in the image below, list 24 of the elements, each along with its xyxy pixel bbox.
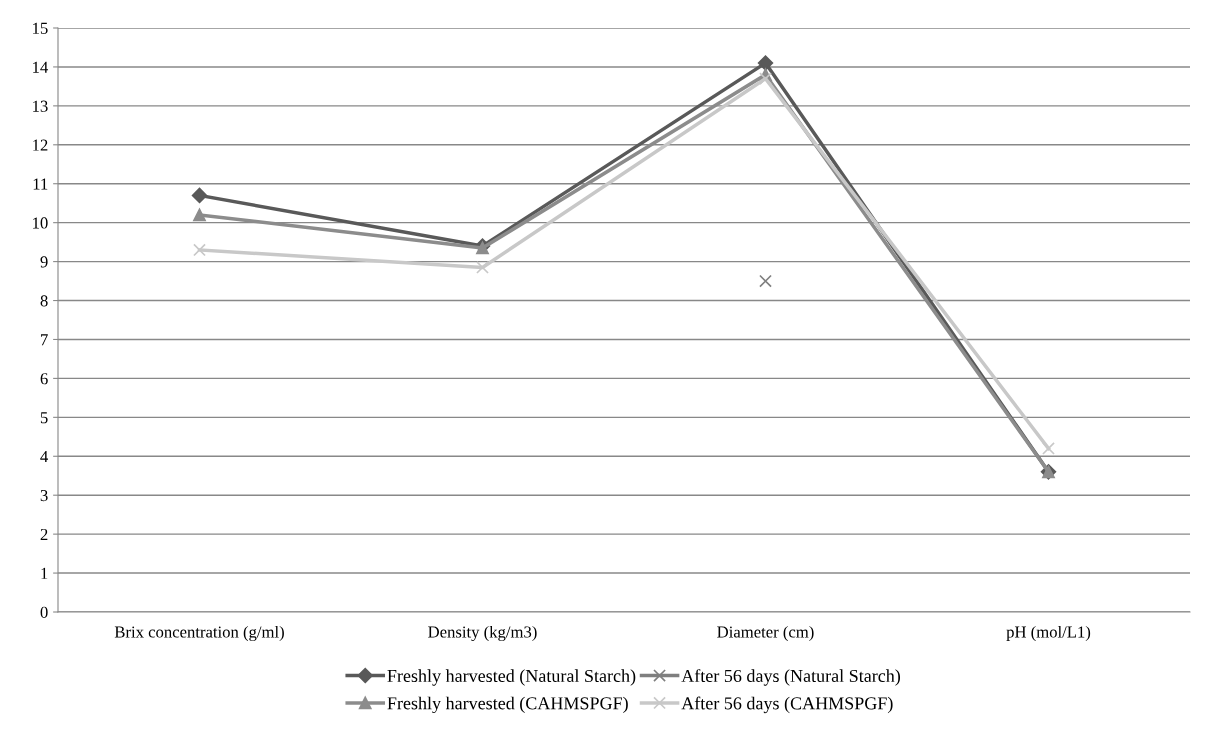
x-tick-label: Density (kg/m3) <box>428 625 537 642</box>
y-tick-label: 9 <box>40 256 48 268</box>
y-tick-label: 4 <box>40 451 49 463</box>
y-tick-label: 7 <box>41 334 48 346</box>
y-tick-label: 3 <box>40 489 48 502</box>
x-tick-label: Diameter (cm) <box>717 625 814 641</box>
y-tick-label: 8 <box>40 295 48 307</box>
y-tick-label: 2 <box>40 528 48 540</box>
x-tick-label: pH (mol/L1) <box>1006 625 1091 641</box>
y-tick-label: 15 <box>33 22 48 34</box>
x-tick-label: Brix concentration (g/ml) <box>114 625 284 642</box>
y-tick-label: 12 <box>33 139 48 151</box>
y-tick-label: 14 <box>33 61 49 73</box>
y-tick-label: 5 <box>40 412 48 424</box>
y-tick-label: 11 <box>33 178 48 190</box>
y-tick-label: 6 <box>40 373 48 385</box>
legend-label: Freshly harvested (Natural Starch) <box>387 669 636 686</box>
y-tick-label: 1 <box>41 567 48 579</box>
legend-label: After 56 days (Natural Starch) <box>681 669 901 686</box>
legend-label: After 56 days (CAHMSPGF) <box>681 696 893 714</box>
y-tick-label: 0 <box>40 606 48 618</box>
y-tick-label: 13 <box>33 100 48 112</box>
legend-label: Freshly harvested (CAHMSPGF) <box>387 696 628 714</box>
y-tick-label: 10 <box>33 217 48 229</box>
